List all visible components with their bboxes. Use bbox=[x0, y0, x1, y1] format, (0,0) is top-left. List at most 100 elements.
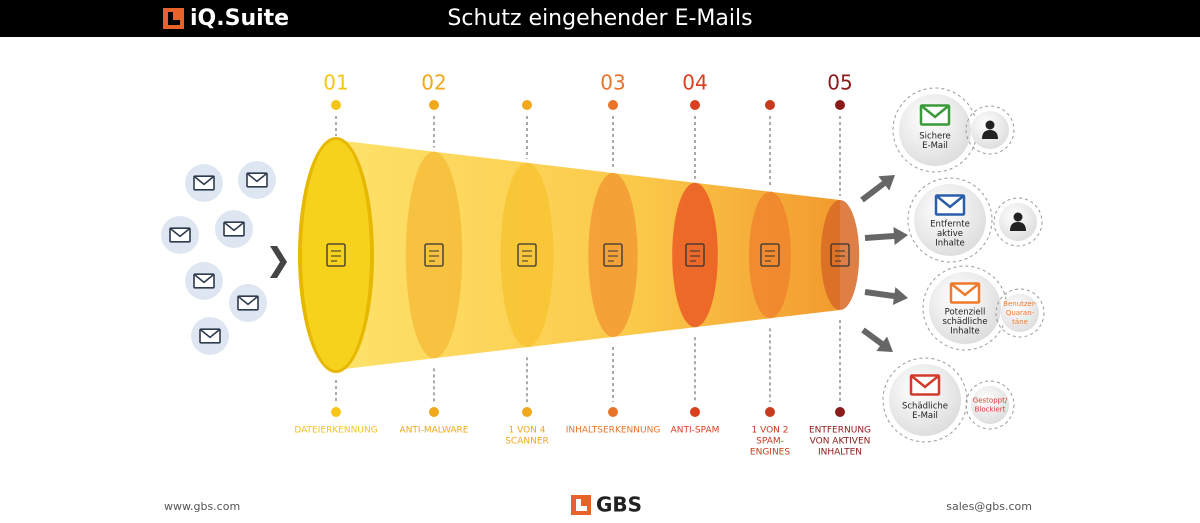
stage-label: SCANNER bbox=[505, 437, 549, 447]
stage-dot-bottom bbox=[331, 407, 341, 417]
envelope-flap bbox=[920, 104, 950, 119]
stage-dot-top bbox=[429, 100, 439, 110]
stage-icon-line bbox=[331, 250, 341, 262]
stage-label: SPAM- bbox=[756, 437, 784, 447]
envelope-flap bbox=[199, 328, 221, 339]
stage-label: INHALTEN bbox=[818, 448, 862, 458]
badge-label: Gestoppt/ bbox=[973, 397, 1008, 405]
user-body bbox=[982, 130, 998, 139]
envelope-flap bbox=[935, 194, 965, 209]
stage-number: 01 bbox=[323, 71, 348, 95]
envelope-flap bbox=[950, 282, 980, 297]
stage-number: 02 bbox=[421, 71, 446, 95]
outcome-circle bbox=[899, 94, 971, 166]
stage-dot-bottom bbox=[690, 407, 700, 417]
outcome-label: Sichere bbox=[919, 132, 951, 142]
badge-circle bbox=[1001, 294, 1039, 332]
stage-label: ANTI-MALWARE bbox=[400, 426, 469, 436]
outcome-circle bbox=[889, 364, 961, 436]
logo-icon bbox=[163, 8, 184, 29]
outcome-arrowhead bbox=[878, 175, 895, 191]
stage-dot-bottom bbox=[608, 407, 618, 417]
stage-dot-top bbox=[690, 100, 700, 110]
funnel-cone bbox=[336, 140, 840, 370]
outcome-arrowhead bbox=[876, 336, 893, 352]
user-body bbox=[1010, 222, 1026, 231]
user-head bbox=[1013, 212, 1023, 222]
envelope-flap bbox=[169, 227, 191, 238]
outcome-ring bbox=[907, 177, 993, 263]
stage-number: 05 bbox=[827, 71, 852, 95]
stage-icon bbox=[517, 243, 537, 267]
stage-dot-bottom bbox=[522, 407, 532, 417]
stage-icon bbox=[326, 243, 346, 267]
stage-label: VON AKTIVEN bbox=[810, 437, 871, 447]
stage-icon bbox=[603, 243, 623, 267]
stage-icon bbox=[685, 243, 705, 267]
outcome-label: Schädliche bbox=[902, 402, 948, 412]
badge-label: täne bbox=[1012, 318, 1028, 326]
funnel-disc bbox=[672, 182, 718, 328]
outcome-label: Inhalte bbox=[935, 239, 964, 249]
stage-dot-bottom bbox=[765, 407, 775, 417]
stage-dot-top bbox=[608, 100, 618, 110]
funnel bbox=[298, 137, 860, 373]
outcome-label: Entfernte bbox=[930, 220, 970, 230]
outcome-label: Inhalte bbox=[950, 327, 979, 337]
funnel-disc bbox=[302, 140, 370, 370]
envelope-flap bbox=[910, 374, 940, 389]
badge-circle bbox=[971, 386, 1009, 424]
stage-number: 04 bbox=[682, 71, 707, 95]
badge-label: Benutzer- bbox=[1003, 300, 1037, 308]
stage-dot-top bbox=[522, 100, 532, 110]
stage-icon-line bbox=[835, 250, 845, 262]
outcome-circle bbox=[914, 184, 986, 256]
badge-ring bbox=[993, 197, 1043, 247]
user-head bbox=[985, 120, 995, 130]
outcome-label: Potenziell bbox=[945, 308, 986, 318]
stage-dot-bottom bbox=[835, 407, 845, 417]
footer-logo-icon bbox=[571, 495, 591, 515]
badge-label: Blockiert bbox=[975, 406, 1006, 414]
outcome-arrowhead bbox=[892, 287, 908, 305]
stage-label: ENGINES bbox=[750, 448, 790, 458]
outcome-label: E-Mail bbox=[922, 141, 948, 151]
stage-icon-line bbox=[765, 250, 775, 262]
stage-icon-line bbox=[608, 250, 618, 262]
stage-label: 1 VON 2 bbox=[752, 426, 789, 436]
envelope-flap bbox=[246, 172, 268, 183]
stage-icon-line bbox=[690, 250, 700, 262]
header-title: Schutz eingehender E-Mails bbox=[447, 6, 752, 31]
stage-icon bbox=[830, 243, 850, 267]
funnel-disc bbox=[500, 162, 554, 348]
stage-icon-line bbox=[429, 250, 439, 262]
badge-ring bbox=[965, 380, 1015, 430]
badge-ring bbox=[995, 288, 1045, 338]
stage-dot-top bbox=[765, 100, 775, 110]
stage-label: ANTI-SPAM bbox=[671, 426, 720, 436]
footer-left: www.gbs.com bbox=[164, 500, 240, 513]
outcome-label: aktive bbox=[937, 229, 963, 239]
badge-ring bbox=[965, 105, 1015, 155]
chevron bbox=[270, 246, 287, 278]
logo-text: iQ.Suite bbox=[190, 6, 289, 31]
envelope-flap bbox=[237, 295, 259, 306]
stage-number: 03 bbox=[600, 71, 625, 95]
funnel-disc bbox=[405, 151, 463, 359]
envelope-flap bbox=[193, 273, 215, 284]
envelope-flap bbox=[193, 175, 215, 186]
stage-dot-top bbox=[331, 100, 341, 110]
outcome-circle bbox=[929, 272, 1001, 344]
footer-right: sales@gbs.com bbox=[946, 500, 1032, 513]
stage-icon bbox=[424, 243, 444, 267]
stage-label: 1 VON 4 bbox=[509, 426, 546, 436]
outcome-arrowhead bbox=[893, 226, 908, 245]
footer-logo: GBS bbox=[596, 493, 642, 517]
header-bar bbox=[0, 0, 1200, 37]
funnel-disc bbox=[749, 191, 791, 319]
stage-icon-line bbox=[522, 250, 532, 262]
stage-label: INHALTSERKENNUNG bbox=[566, 426, 661, 436]
envelope-flap bbox=[223, 221, 245, 232]
stage-label: ENTFERNUNG bbox=[809, 426, 871, 436]
